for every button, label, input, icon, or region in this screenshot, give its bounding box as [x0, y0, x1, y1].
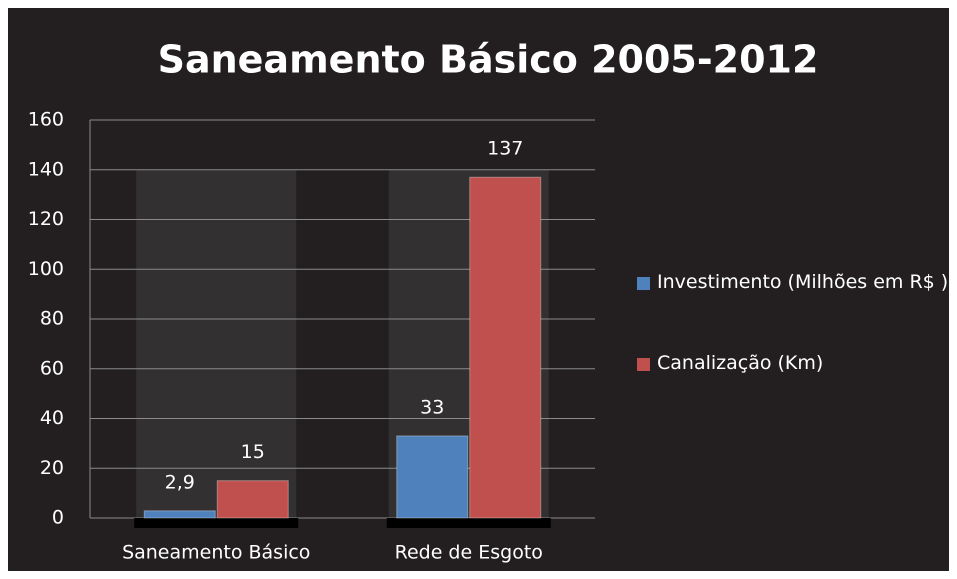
- bar: [143, 510, 216, 519]
- x-tick-label: Saneamento Básico: [122, 542, 310, 564]
- x-tick-label: Rede de Esgoto: [395, 542, 543, 564]
- data-label: 137: [487, 138, 523, 160]
- y-tick-label: 20: [40, 457, 64, 479]
- legend-label: Canalização (Km): [657, 352, 824, 374]
- floor: [386, 518, 551, 528]
- y-tick-label: 80: [40, 308, 64, 330]
- bar-wall: [136, 170, 297, 518]
- chart-title: Saneamento Básico 2005-2012: [158, 38, 819, 82]
- y-tick-label: 60: [40, 357, 64, 379]
- data-label: 15: [241, 441, 265, 463]
- y-tick-label: 0: [52, 507, 64, 529]
- bar: [469, 176, 542, 519]
- y-tick-label: 160: [28, 109, 64, 131]
- y-tick-label: 140: [28, 158, 64, 180]
- legend-swatch: [637, 277, 650, 290]
- floor: [134, 518, 299, 528]
- legend-label: Investimento (Milhões em R$ ): [657, 271, 949, 293]
- y-tick-label: 40: [40, 407, 64, 429]
- y-tick-label: 100: [28, 258, 64, 280]
- data-label: 33: [420, 396, 444, 418]
- data-label: 2,9: [165, 471, 195, 493]
- bar: [216, 480, 289, 519]
- y-tick-label: 120: [28, 208, 64, 230]
- legend-swatch: [637, 358, 650, 371]
- bar: [396, 435, 469, 519]
